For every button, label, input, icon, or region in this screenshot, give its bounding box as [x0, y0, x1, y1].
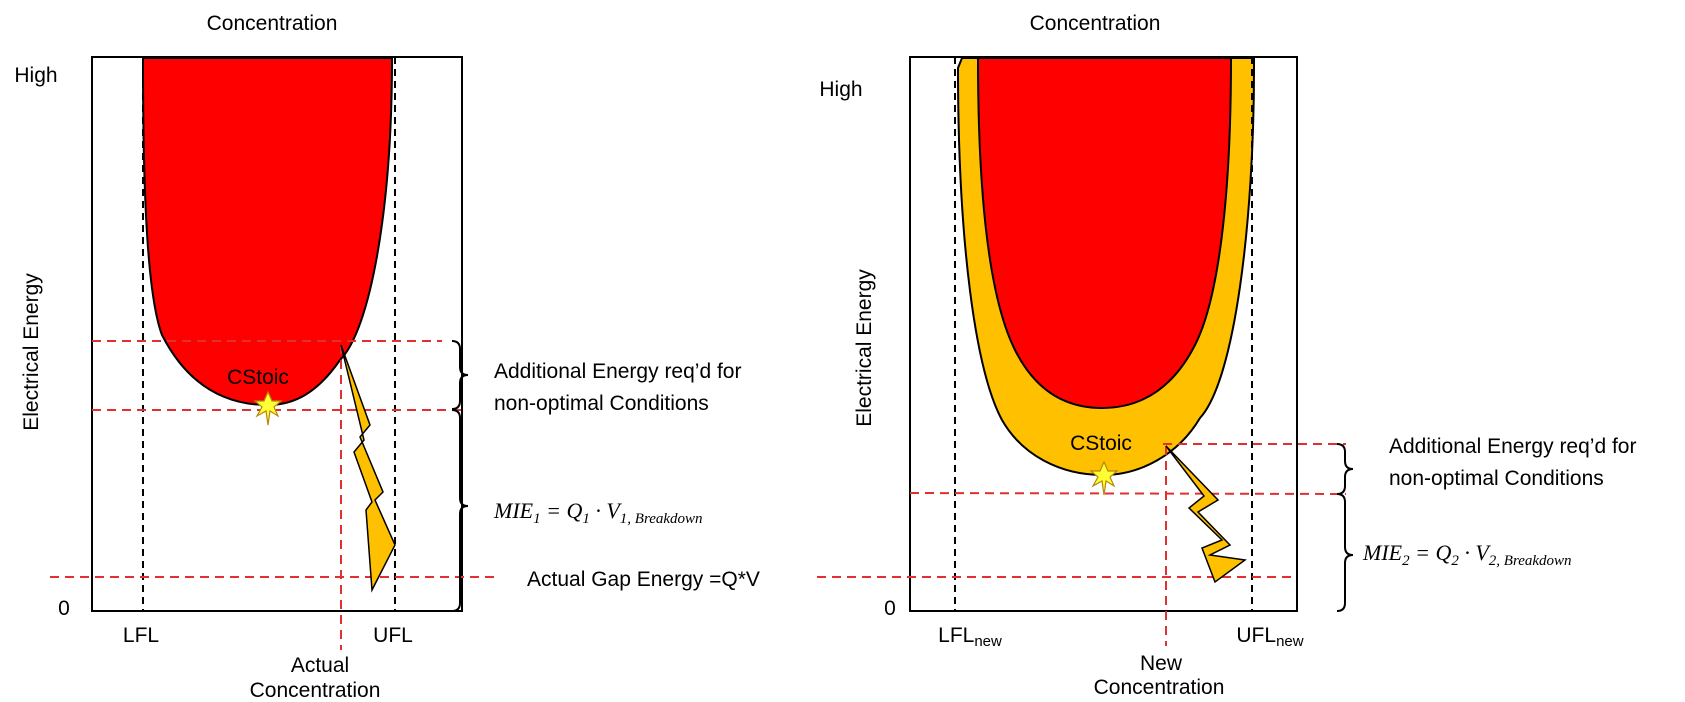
left-ufl-label: UFL — [373, 624, 413, 647]
right-ufl-label: UFLnew — [1236, 624, 1303, 650]
left-y-axis-label: Electrical Energy — [20, 273, 43, 431]
right-concentration-label-1: New — [1140, 652, 1183, 675]
right-additional-energy-brace — [1336, 443, 1354, 495]
left-additional-energy-brace — [451, 340, 469, 410]
right-stoic-star-icon — [1089, 460, 1119, 496]
left-panel: Concentration High 0 Electrical Energy C… — [14, 12, 759, 702]
right-panel: Concentration High 0 Electrical Energy C… — [817, 12, 1636, 699]
right-frame — [909, 56, 1298, 612]
right-mie-brace — [1336, 493, 1354, 612]
left-flammable-region — [141, 57, 394, 407]
left-lfl-label: LFL — [123, 624, 159, 647]
left-concentration-label-2: Concentration — [250, 679, 381, 702]
left-additional-energy-text-2: non-optimal Conditions — [494, 392, 709, 415]
left-mie-formula: MIE1 = Q1 · V1, Breakdown — [493, 498, 703, 527]
right-mie-formula: MIE2 = Q2 · V2, Breakdown — [1362, 540, 1572, 569]
right-flammable-region — [976, 57, 1233, 410]
left-stoic-star-icon — [253, 390, 283, 426]
left-lightning-icon — [340, 344, 396, 593]
right-stoic-label: CStoic — [1070, 432, 1132, 455]
right-y-zero: 0 — [884, 597, 896, 620]
right-mie-line — [909, 492, 1347, 495]
left-frame — [91, 56, 463, 612]
right-y-high: High — [819, 78, 862, 101]
left-title: Concentration — [207, 12, 338, 35]
left-concentration-label-1: Actual — [291, 654, 349, 677]
left-y-high: High — [14, 64, 57, 87]
right-concentration-label-2: Concentration — [1094, 676, 1225, 699]
left-additional-energy-text-1: Additional Energy req’d for — [494, 360, 741, 383]
left-mie-brace — [451, 409, 469, 612]
right-lfl-label: LFLnew — [938, 624, 1002, 650]
right-y-axis-label: Electrical Energy — [853, 269, 876, 427]
right-additional-energy-text-1: Additional Energy req’d for — [1389, 435, 1636, 458]
left-gap-energy-text: Actual Gap Energy =Q*V — [527, 568, 760, 591]
right-additional-energy-text-2: non-optimal Conditions — [1389, 467, 1604, 490]
left-stoic-label: CStoic — [227, 366, 289, 389]
left-y-zero: 0 — [58, 597, 70, 620]
right-lightning-icon — [1165, 445, 1247, 584]
right-title: Concentration — [1030, 12, 1161, 35]
